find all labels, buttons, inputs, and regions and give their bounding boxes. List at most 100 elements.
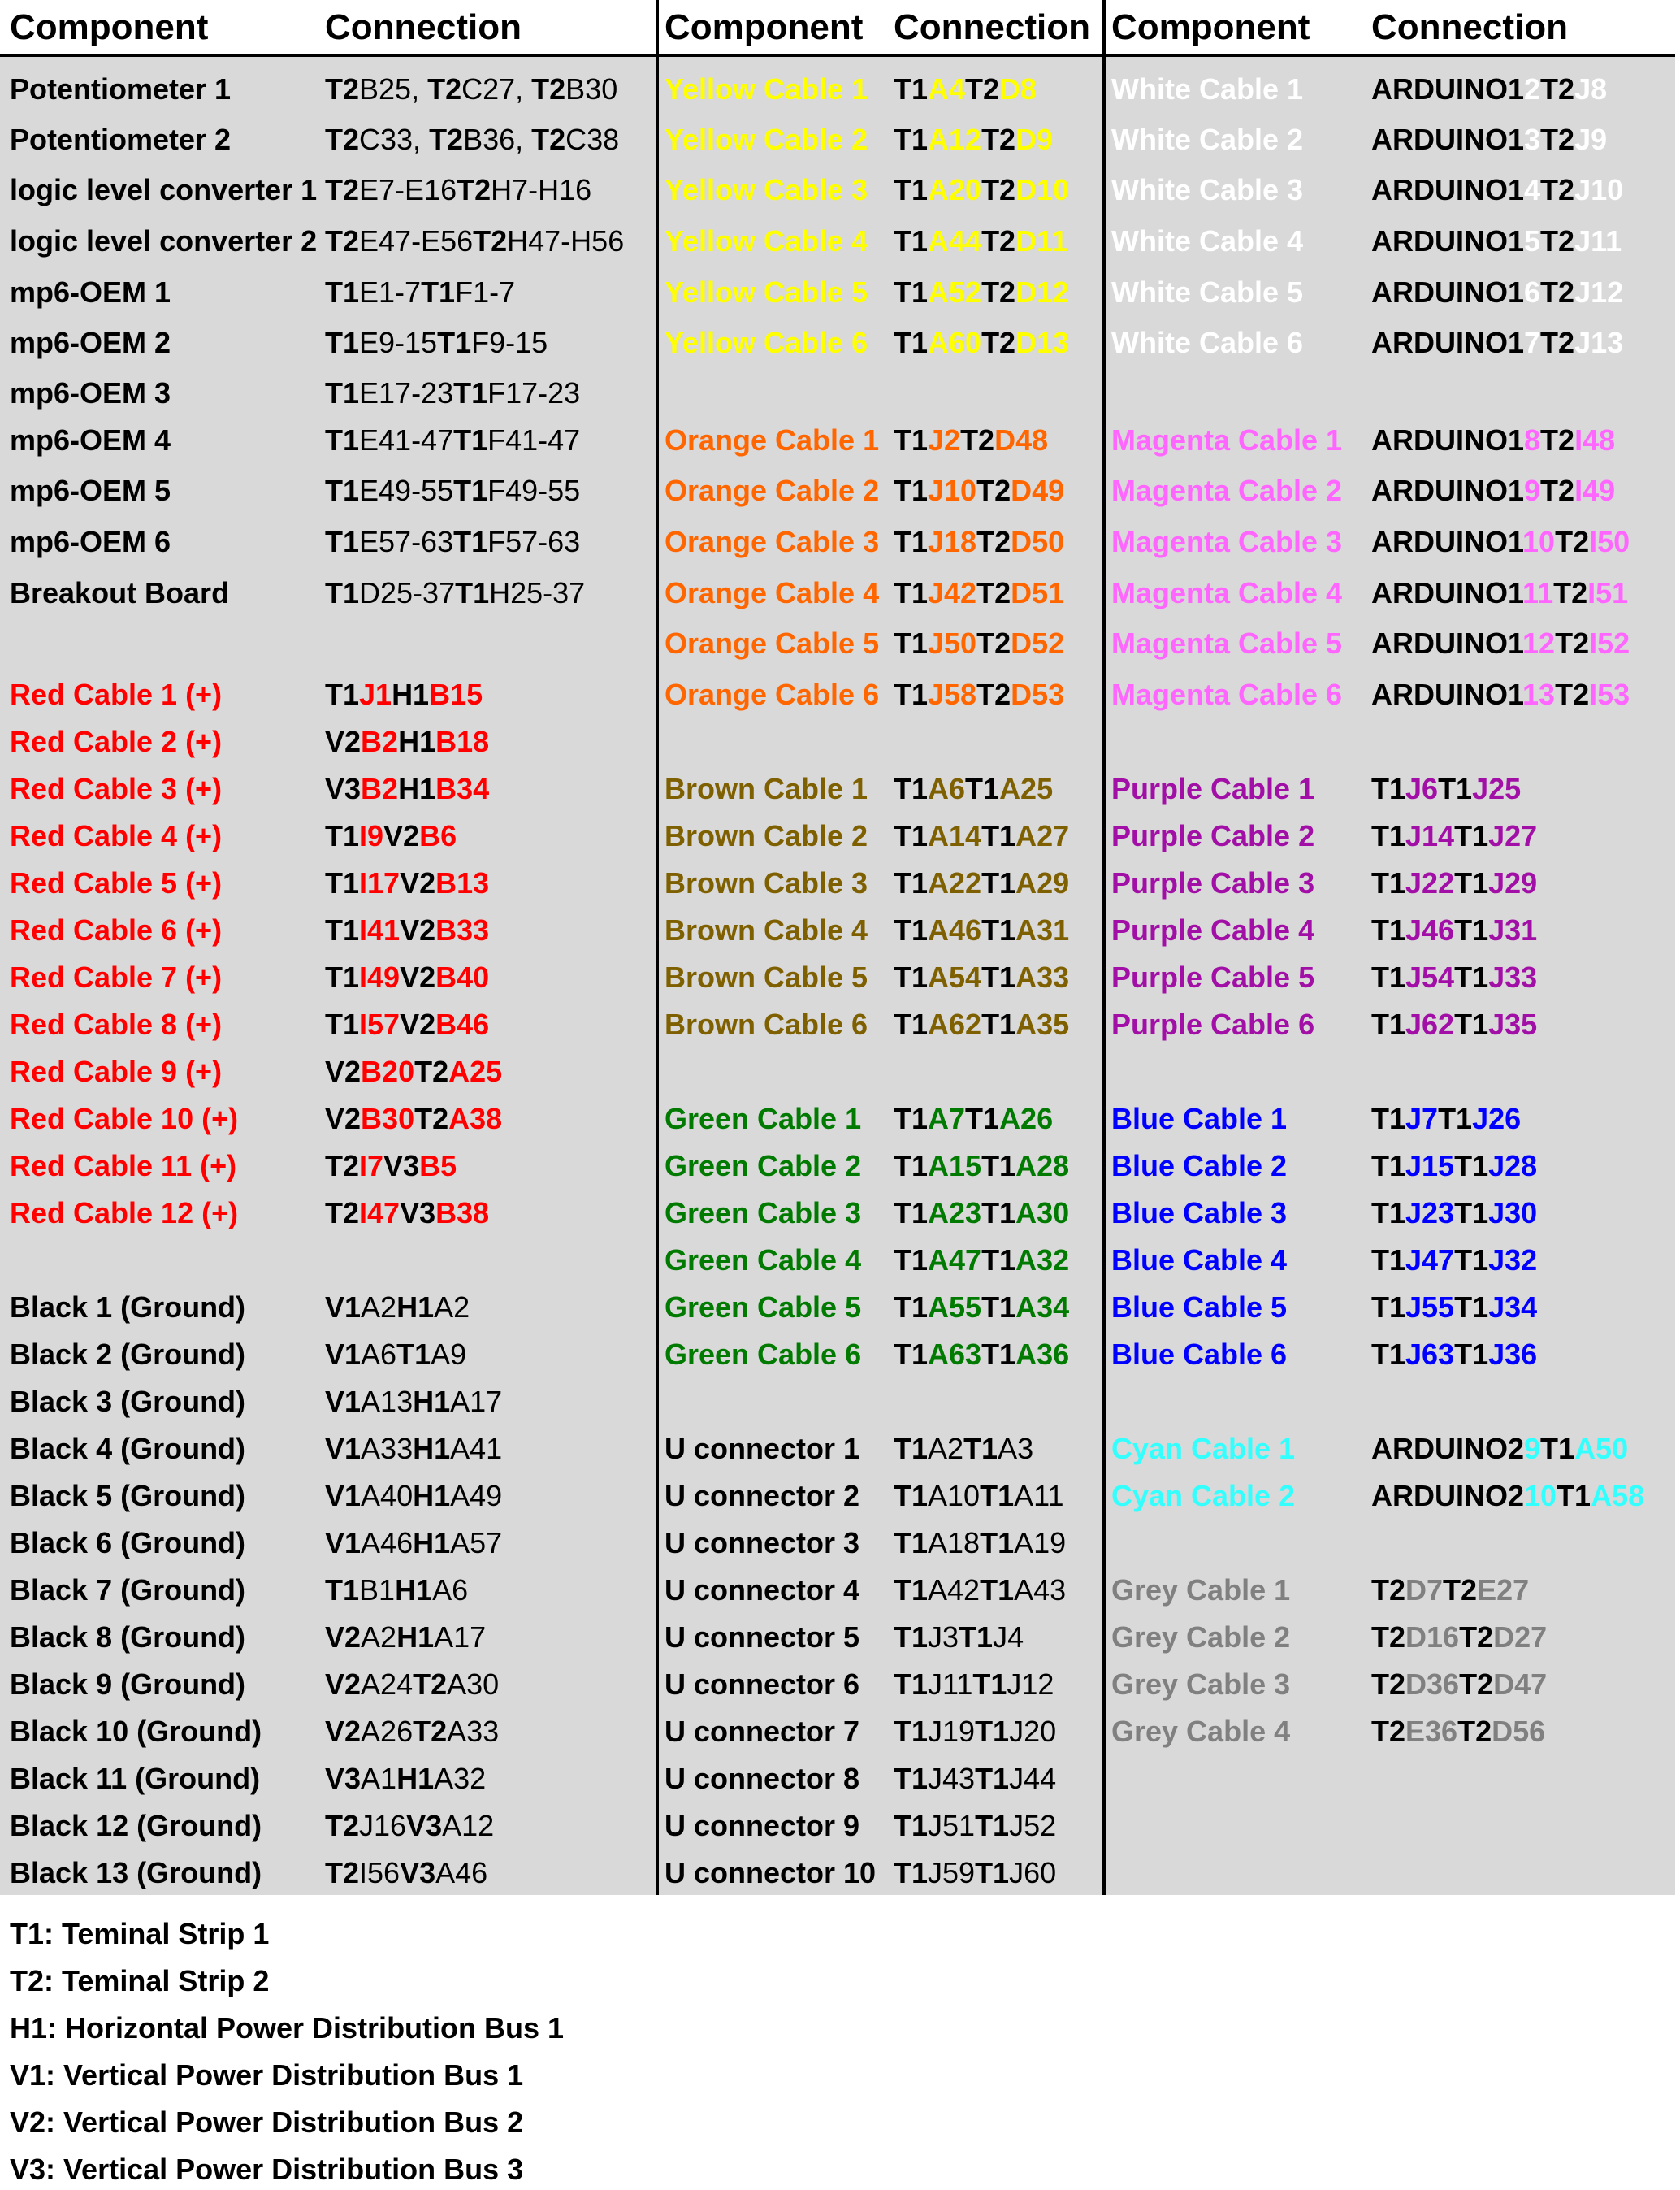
connection-value: T1J58T2D53 xyxy=(894,677,1064,713)
connection-segment: A2 xyxy=(361,1620,397,1654)
connection-segment: T1 xyxy=(894,1715,929,1748)
connection-value: T2E7-E16T2H7-H16 xyxy=(325,172,591,208)
connection-value: T1J14T1J27 xyxy=(1371,818,1537,854)
connection-segment: T2 xyxy=(1540,474,1575,507)
connection-segment: A44 xyxy=(928,224,982,258)
connection-segment: T1 xyxy=(1454,1290,1489,1324)
component-label: mp6-OEM 4 xyxy=(10,423,171,457)
connection-segment: H1 xyxy=(392,678,430,711)
connection-segment: T1 xyxy=(980,1573,1015,1607)
connection-segment: E7-E16 xyxy=(359,173,457,206)
connection-segment: T2 xyxy=(981,326,1016,359)
connection-segment: A55 xyxy=(928,1290,982,1324)
connection-segment: T1 xyxy=(894,772,929,805)
connection-value: V1A13H1A17 xyxy=(325,1384,502,1420)
component-label: White Cable 1 xyxy=(1111,72,1304,106)
component-label: Green Cable 4 xyxy=(665,1243,862,1277)
component-label: Red Cable 11 (+) xyxy=(10,1149,237,1182)
connection-segment: T1 xyxy=(965,772,1000,805)
connection-segment: T1 xyxy=(981,1008,1016,1041)
connection-segment: T1 xyxy=(421,275,456,309)
connection-segment: J30 xyxy=(1488,1196,1538,1229)
connection-segment: A46 xyxy=(361,1526,414,1559)
connection-segment: T1 xyxy=(894,1432,929,1465)
connection-segment: J26 xyxy=(1472,1102,1522,1135)
connection-segment: T1 xyxy=(1540,1432,1575,1465)
component-label: Red Cable 6 (+) xyxy=(10,913,223,947)
connection-segment: T2 xyxy=(429,123,464,156)
connection-value: V2B30T2A38 xyxy=(325,1101,502,1137)
connection-segment: A41 xyxy=(450,1432,503,1465)
component-label: U connector 6 xyxy=(665,1667,860,1701)
connection-segment: J7 xyxy=(1405,1102,1439,1135)
connection-segment: T1 xyxy=(325,474,360,507)
connection-segment: T1 xyxy=(894,1479,929,1512)
connection-value: ARDUINO12T2J8 xyxy=(1371,72,1607,107)
connection-segment: A6 xyxy=(928,772,966,805)
connection-segment: J3 xyxy=(928,1620,959,1654)
connection-segment: J63 xyxy=(1405,1338,1455,1371)
connection-segment: T1 xyxy=(963,1432,998,1465)
connection-segment: A46 xyxy=(928,913,982,947)
connection-segment: T1 xyxy=(1454,1243,1489,1277)
component-label: White Cable 2 xyxy=(1111,123,1304,156)
connection-segment: A7 xyxy=(928,1102,966,1135)
component-label: Yellow Cable 4 xyxy=(665,224,868,258)
connection-value: T1J59T1J60 xyxy=(894,1855,1056,1891)
connection-value: T1J3T1J4 xyxy=(894,1620,1024,1655)
connection-value: T1I41V2B33 xyxy=(325,913,489,948)
connection-value: T1J15T1J28 xyxy=(1371,1148,1537,1184)
component-label: Brown Cable 3 xyxy=(665,866,868,900)
connection-segment: D8 xyxy=(999,72,1037,106)
connection-segment: I51 xyxy=(1587,576,1629,609)
header-connection-3: Connection xyxy=(1371,7,1568,47)
connection-segment: T1 xyxy=(1454,961,1489,994)
connection-value: T1A42T1A43 xyxy=(894,1572,1066,1608)
connection-segment: T2 xyxy=(1371,1667,1406,1701)
header-connection-2: Connection xyxy=(894,7,1090,47)
connection-segment: 9 xyxy=(1524,474,1541,507)
connection-value: V2A26T2A33 xyxy=(325,1714,499,1750)
connection-segment: T1 xyxy=(1438,772,1473,805)
connection-segment: J10 xyxy=(1574,173,1624,206)
connection-segment: A63 xyxy=(928,1338,982,1371)
connection-segment: T2 xyxy=(325,1856,360,1889)
connection-segment: T2 xyxy=(413,1715,448,1748)
connection-segment: J35 xyxy=(1488,1008,1538,1041)
connection-segment: T2 xyxy=(1371,1715,1406,1748)
connection-segment: F49-55 xyxy=(487,474,581,507)
connection-segment: T1 xyxy=(894,1809,929,1842)
connection-segment: B13 xyxy=(435,866,490,900)
component-label: Breakout Board xyxy=(10,576,230,609)
connection-segment: A14 xyxy=(928,819,982,852)
connection-segment: T2 xyxy=(1555,678,1590,711)
connection-segment: 4 xyxy=(1524,173,1541,206)
connection-segment: V2 xyxy=(325,1055,362,1088)
connection-segment: T1 xyxy=(894,123,929,156)
connection-segment: T2 xyxy=(1457,1715,1492,1748)
connection-segment: J60 xyxy=(1009,1856,1057,1889)
legend-item: V2: Vertical Power Distribution Bus 2 xyxy=(10,2105,524,2139)
component-label: Potentiometer 2 xyxy=(10,123,232,156)
component-label: White Cable 5 xyxy=(1111,275,1304,309)
connection-segment: T2 xyxy=(1371,1573,1406,1607)
connection-segment: T1 xyxy=(1371,1196,1406,1229)
connection-segment: J34 xyxy=(1488,1290,1538,1324)
connection-segment: D27 xyxy=(1493,1620,1548,1654)
connection-segment: J12 xyxy=(1574,275,1624,309)
connection-value: T2E36T2D56 xyxy=(1371,1714,1545,1750)
connection-segment: J18 xyxy=(928,525,977,558)
component-label: Black 12 (Ground) xyxy=(10,1809,262,1842)
connection-segment: H1 xyxy=(398,725,436,758)
connection-value: V1A46H1A57 xyxy=(325,1525,502,1561)
component-label: Black 1 (Ground) xyxy=(10,1290,246,1324)
connection-segment: T1 xyxy=(894,961,929,994)
connection-segment: V3 xyxy=(325,772,362,805)
connection-value: T1A62T1A35 xyxy=(894,1007,1069,1043)
connection-value: T1J51T1J52 xyxy=(894,1808,1056,1844)
connection-segment: ARDUINO1 xyxy=(1371,224,1525,258)
connection-segment: J11 xyxy=(1574,224,1622,258)
connection-segment: T2 xyxy=(325,72,360,106)
connection-segment: A31 xyxy=(1015,913,1070,947)
connection-segment: H1 xyxy=(413,1479,451,1512)
